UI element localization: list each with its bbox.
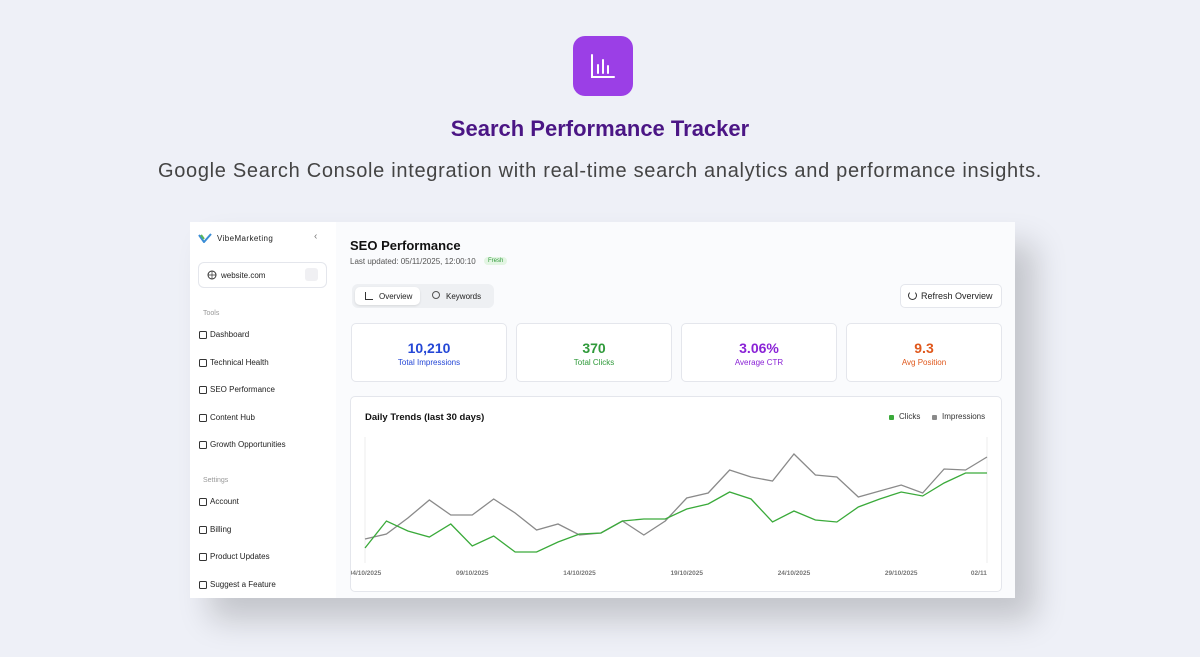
sidebar: VibeMarketing ‹ website.com Tools Dashboa…: [190, 222, 337, 598]
tab-icon: [432, 291, 440, 299]
x-tick-label: 19/10/2025: [670, 570, 703, 577]
refresh-button[interactable]: Refresh Overview: [900, 284, 1002, 308]
line-series: [364, 472, 987, 553]
nav-item[interactable]: Suggest a Feature: [210, 579, 276, 589]
stat-card: 3.06% Average CTR: [681, 323, 837, 382]
nav-icon: [199, 553, 207, 562]
nav-icon: [199, 441, 207, 450]
nav-item[interactable]: Technical Health: [210, 357, 269, 367]
nav-icon: [199, 331, 207, 339]
tabs: Overview Keywords: [352, 284, 494, 308]
page-subtitle: Google Search Console integration with r…: [157, 160, 1043, 182]
stat-label: Total Impressions: [397, 358, 461, 367]
main: SEO Performance Last updated: 05/11/2025…: [336, 222, 1015, 598]
chart-card: Daily Trends (last 30 days) Clicks Impres…: [350, 396, 1002, 592]
stat-value: 9.3: [914, 340, 934, 356]
stat-value: 3.06%: [739, 340, 779, 356]
x-tick-label: 29/10/2025: [885, 570, 918, 577]
stat-value: 10,210: [407, 340, 451, 356]
x-tick-label: 14/10/2025: [563, 570, 596, 577]
nav-item[interactable]: Product Updates: [210, 552, 270, 562]
brand: VibeMarketing: [217, 234, 274, 243]
stat-value: 370: [582, 340, 606, 356]
stat-card: 370 Total Clicks: [516, 323, 672, 382]
tab-label: Overview: [379, 292, 413, 301]
tab-active[interactable]: Overview: [355, 287, 420, 305]
legend-swatch: [889, 415, 894, 420]
nav-icon: [199, 525, 207, 534]
nav-item[interactable]: Growth Opportunities: [210, 440, 286, 450]
stat-card: 9.3 Avg Position: [846, 323, 1002, 382]
main-title: SEO Performance: [350, 238, 461, 253]
nav-icon: [199, 386, 207, 395]
x-tick-label: 02/11/2025: [971, 570, 1001, 577]
site-settings[interactable]: [305, 268, 318, 281]
app-screenshot: VibeMarketing ‹ website.com Tools Dashboa…: [190, 222, 1015, 598]
x-axis: 04/10/2025 09/10/2025 14/10/2025 19/10/2025…: [351, 570, 1001, 577]
refresh-label: Refresh Overview: [921, 291, 993, 301]
section-label: Tools: [203, 310, 220, 317]
x-tick-label: 24/10/2025: [778, 570, 811, 577]
site-selector[interactable]: website.com: [198, 262, 327, 288]
nav-item[interactable]: Billing: [210, 524, 232, 534]
refresh-icon: [908, 291, 917, 300]
globe-icon: [207, 270, 217, 280]
line-series: [364, 453, 988, 540]
legend-swatch: [932, 415, 937, 420]
legend-label: Clicks: [899, 412, 921, 421]
page-title: Search Performance Tracker: [450, 116, 750, 141]
stat-label: Avg Position: [901, 358, 947, 367]
chart: 04/10/2025 09/10/2025 14/10/2025 19/10/2025…: [351, 437, 1001, 577]
nav-item[interactable]: Dashboard: [210, 330, 250, 339]
section-label: Settings: [203, 477, 229, 484]
last-updated: Last updated: 05/11/2025, 12:00:10: [350, 257, 476, 266]
nav-icon: [199, 358, 207, 367]
nav-item[interactable]: SEO Performance: [210, 385, 275, 395]
x-tick-label: 09/10/2025: [456, 570, 489, 577]
nav-item[interactable]: Content Hub: [210, 412, 255, 422]
site-name: website.com: [221, 271, 266, 280]
logo: [198, 233, 212, 243]
tab-icon: [365, 292, 373, 300]
nav-item[interactable]: Account: [210, 497, 239, 506]
stat-card: 10,210 Total Impressions: [351, 323, 507, 382]
legend-label: Impressions: [942, 412, 986, 421]
tab[interactable]: Keywords: [446, 292, 482, 301]
stat-label: Average CTR: [734, 358, 784, 367]
nav-icon: [199, 580, 207, 589]
app-icon: [573, 36, 633, 96]
nav-icon: [199, 498, 207, 506]
x-tick-label: 04/10/2025: [351, 570, 382, 577]
nav-icon: [199, 413, 207, 422]
collapse-button[interactable]: ‹: [314, 231, 318, 242]
stat-label: Total Clicks: [573, 358, 615, 367]
status-badge: Fresh: [484, 257, 508, 265]
chart-title: Daily Trends (last 30 days): [365, 412, 485, 423]
